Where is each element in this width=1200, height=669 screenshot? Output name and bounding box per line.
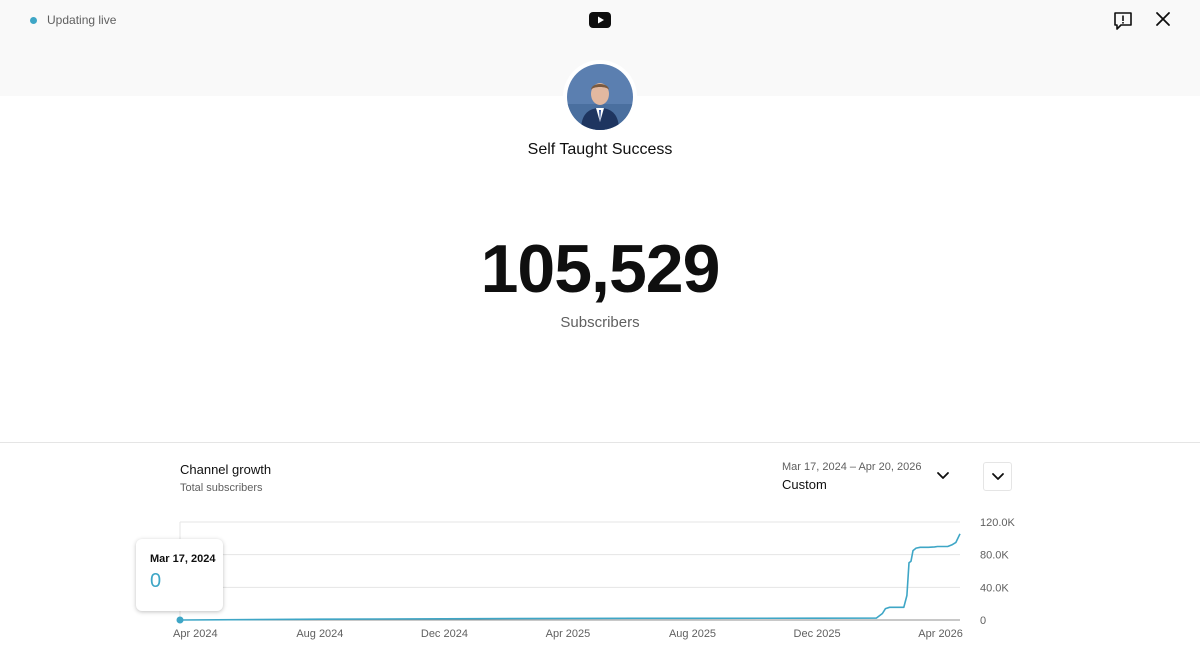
date-range-dates: Mar 17, 2024 – Apr 20, 2026	[782, 461, 922, 473]
chart-x-tick-label: Aug 2024	[296, 628, 343, 640]
chart-x-tick-label: Aug 2025	[669, 628, 716, 640]
chart-y-tick-label: 80.0K	[980, 550, 1009, 562]
youtube-icon	[589, 12, 611, 33]
close-icon[interactable]	[1153, 9, 1173, 34]
chart-hover-point	[176, 616, 184, 624]
chevron-down-icon[interactable]	[934, 469, 952, 488]
tooltip-date: Mar 17, 2024	[150, 553, 216, 565]
chart-y-tick-label: 0	[980, 615, 986, 627]
channel-avatar	[563, 60, 637, 134]
live-status-label: Updating live	[47, 13, 117, 27]
date-range-selector[interactable]: Mar 17, 2024 – Apr 20, 2026 Custom	[782, 461, 921, 492]
chevron-down-icon	[991, 472, 1004, 480]
chart-x-tick-label: Apr 2026	[918, 628, 963, 640]
chart-x-tick-label: Apr 2025	[546, 628, 591, 640]
chart-y-tick-label: 120.0K	[980, 517, 1016, 529]
section-divider	[0, 442, 1200, 443]
chart-tooltip: Mar 17, 2024 0	[136, 539, 223, 611]
expand-chart-button[interactable]	[983, 462, 1012, 491]
chart-series-line	[179, 533, 961, 621]
live-indicator-dot	[30, 16, 37, 24]
date-range-label: Custom	[782, 477, 827, 492]
chart-x-tick-label: Dec 2025	[794, 628, 841, 640]
chart-x-tick-label: Dec 2024	[421, 628, 468, 640]
chart-x-tick-label: Apr 2024	[173, 628, 218, 640]
subscriber-count: 105,529	[480, 231, 721, 307]
chart-y-tick-label: 40.0K	[980, 582, 1009, 594]
feedback-icon[interactable]	[1112, 10, 1134, 37]
subscriber-count-label: Subscribers	[560, 314, 640, 331]
live-status: Updating live	[30, 13, 116, 27]
channel-name: Self Taught Success	[527, 141, 673, 158]
growth-title: Channel growth	[180, 462, 272, 477]
tooltip-value: 0	[150, 570, 162, 592]
growth-subtitle: Total subscribers	[180, 482, 263, 494]
